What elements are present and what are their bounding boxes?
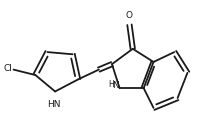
Text: N: N bbox=[112, 82, 118, 91]
Text: O: O bbox=[126, 11, 133, 20]
Text: H: H bbox=[108, 80, 114, 89]
Text: HN: HN bbox=[47, 100, 61, 109]
Text: Cl: Cl bbox=[4, 64, 12, 73]
